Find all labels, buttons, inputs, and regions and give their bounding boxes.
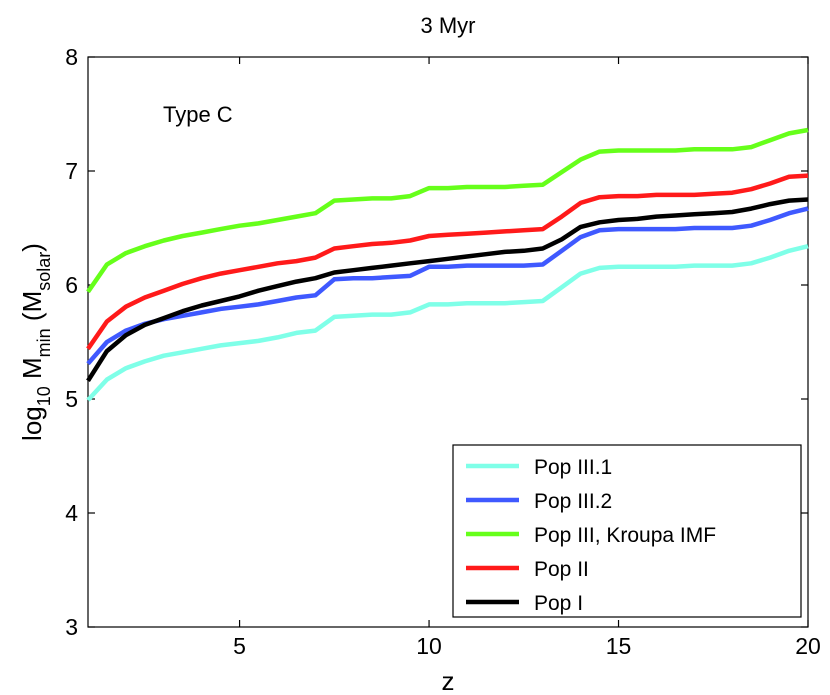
x-tick-label: 10 xyxy=(416,633,442,659)
y-axis-label-base: log xyxy=(17,406,47,441)
series-line-pop-ii xyxy=(86,173,809,351)
x-tick-label: 5 xyxy=(233,633,246,659)
y-tick-label: 3 xyxy=(65,614,78,640)
legend-label-pop-i: Pop I xyxy=(534,592,583,615)
series-line-pop-i xyxy=(86,197,809,383)
type-annotation: Type C xyxy=(163,102,233,127)
y-axis-label-paren-sub: solar xyxy=(34,252,54,291)
y-tick-label: 8 xyxy=(65,44,78,70)
y-tick-label: 7 xyxy=(65,158,78,184)
y-axis-label: log10 Mmin (Msolar) xyxy=(17,243,54,441)
legend: Pop III.1 Pop III.2 Pop III, Kroupa IMF Pop… xyxy=(452,444,802,618)
y-axis-label-paren: (M xyxy=(17,291,47,329)
y-axis-label-close: ) xyxy=(17,243,47,252)
legend-label-pop-ii: Pop II xyxy=(534,558,589,581)
legend-box xyxy=(452,444,802,618)
series-line-pop-iii-1 xyxy=(86,244,809,402)
series-lines xyxy=(86,127,809,402)
axis-ticks: 5 10 15 20 3 4 5 6 7 8 xyxy=(65,44,821,659)
y-tick-label: 4 xyxy=(65,500,78,526)
series-line-pop-iii-2 xyxy=(86,206,809,366)
x-tick-label: 20 xyxy=(795,633,821,659)
y-tick-label: 5 xyxy=(65,386,78,412)
x-tick-label: 15 xyxy=(606,633,632,659)
y-axis-label-main-sub: min xyxy=(34,328,54,357)
legend-label-pop-iii-kroupa-imf: Pop III, Kroupa IMF xyxy=(534,524,716,547)
x-axis-label: z xyxy=(442,666,455,695)
legend-label-pop-iii-2: Pop III.2 xyxy=(534,490,612,513)
series-line-pop-iii-kroupa-imf xyxy=(86,127,809,294)
y-axis-label-base-sub: 10 xyxy=(34,386,54,406)
legend-label-pop-iii-1: Pop III.1 xyxy=(534,456,612,479)
y-tick-label: 6 xyxy=(65,272,78,298)
chart-title: 3 Myr xyxy=(421,13,476,38)
y-axis-label-main: M xyxy=(17,357,47,386)
